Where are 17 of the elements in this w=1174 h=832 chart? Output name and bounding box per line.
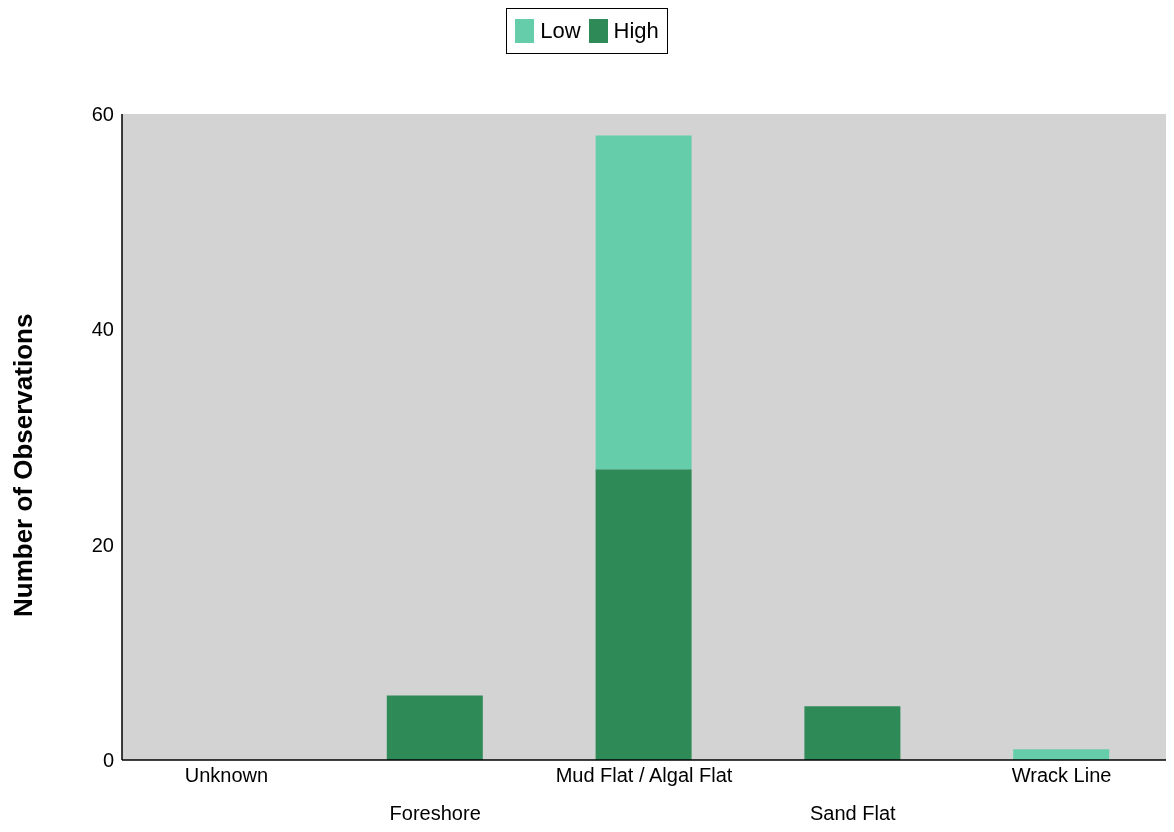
y-tick-label: 40 <box>91 318 114 341</box>
legend-label: High <box>613 18 659 44</box>
bar <box>595 135 692 470</box>
y-tick-label: 0 <box>102 749 114 772</box>
y-tick-label: 60 <box>91 103 114 126</box>
y-tick-label: 20 <box>91 533 114 556</box>
bar <box>804 706 901 760</box>
x-tick-label: Mud Flat / Algal Flat <box>555 764 733 786</box>
y-axis-title: Number of Observations <box>8 313 39 617</box>
x-tick-label: Unknown <box>184 764 269 786</box>
bar <box>386 695 483 760</box>
x-tick-label: Sand Flat <box>810 802 897 824</box>
x-tick-label: Wrack Line <box>1011 764 1112 786</box>
bar <box>1013 749 1110 760</box>
x-tick-label: Foreshore <box>389 802 481 824</box>
bar <box>595 469 692 760</box>
legend-label: Low <box>540 18 581 44</box>
